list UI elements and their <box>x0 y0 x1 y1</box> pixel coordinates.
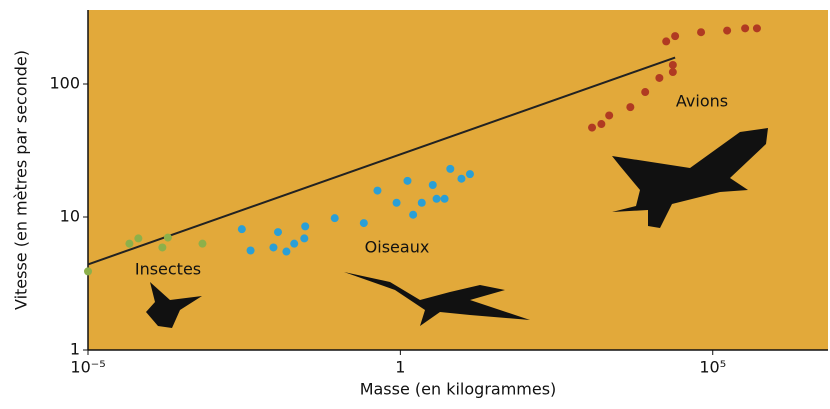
x-axis-label: Masse (en kilogrammes) <box>360 380 557 399</box>
point <box>300 234 308 242</box>
point <box>331 214 339 222</box>
point <box>238 225 246 233</box>
point <box>301 222 309 230</box>
point <box>269 243 277 251</box>
point <box>403 177 411 185</box>
point <box>84 267 92 275</box>
point <box>158 243 166 251</box>
point <box>669 68 677 76</box>
point <box>125 240 133 248</box>
point <box>164 234 172 242</box>
point <box>588 124 596 132</box>
point <box>723 27 731 35</box>
point <box>247 246 255 254</box>
point <box>753 24 761 32</box>
page: {"chart_data": {"type": "scatter", "x_la… <box>0 0 830 409</box>
y-tick-label: 1 <box>70 340 80 359</box>
annotation: Oiseaux <box>365 238 430 257</box>
point <box>441 195 449 203</box>
y-tick-label: 10 <box>60 206 80 225</box>
point <box>641 88 649 96</box>
x-tick-label: 10⁵ <box>699 358 726 377</box>
point <box>134 234 142 242</box>
point <box>393 199 401 207</box>
x-tick-label: 1 <box>395 358 405 377</box>
y-axis-label: Vitesse (en mètres par seconde) <box>12 50 31 310</box>
point <box>626 103 634 111</box>
point <box>360 219 368 227</box>
point <box>290 240 298 248</box>
point <box>669 61 677 69</box>
point <box>662 37 670 45</box>
annotation: Avions <box>676 92 728 111</box>
point <box>433 195 441 203</box>
point <box>409 211 417 219</box>
y-tick-label: 100 <box>49 73 80 92</box>
chart: Masse (en kilogrammes) Vitesse (en mètre… <box>0 0 830 405</box>
point <box>697 28 705 36</box>
point <box>671 32 679 40</box>
point <box>446 165 454 173</box>
point <box>282 248 290 256</box>
point <box>274 228 282 236</box>
point <box>418 199 426 207</box>
point <box>605 111 613 119</box>
point <box>655 74 663 82</box>
point <box>198 240 206 248</box>
point <box>466 170 474 178</box>
point <box>457 175 465 183</box>
point <box>373 187 381 195</box>
point <box>741 24 749 32</box>
point <box>597 120 605 128</box>
annotation: Insectes <box>135 260 201 279</box>
point <box>429 181 437 189</box>
x-tick-label: 10⁻⁵ <box>70 358 105 377</box>
